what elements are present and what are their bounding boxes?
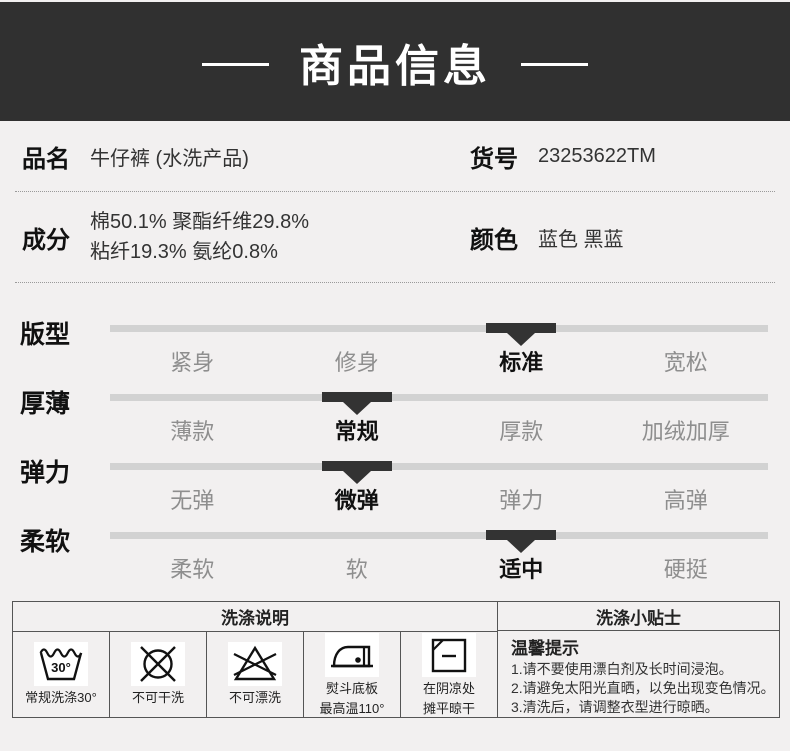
- product-info-banner: 商品信息: [0, 2, 790, 121]
- care-icon-label: 熨斗底板: [325, 681, 378, 696]
- slider-marker: [321, 461, 392, 471]
- care-icon-label: 不可干洗: [131, 689, 184, 705]
- slider-option: 硬挺: [663, 557, 708, 582]
- slider-label: 柔软: [20, 528, 71, 556]
- care-instructions-table: 洗涤说明 30° 常规洗涤30°: [12, 601, 780, 718]
- slider-option: 高弹: [663, 488, 708, 513]
- sku-value: 23253622TM: [538, 144, 656, 167]
- slider-marker: [321, 392, 392, 402]
- composition-label: 成分: [22, 226, 70, 254]
- tips-title: 温馨提示: [511, 639, 579, 658]
- tips-line: 2.请避免太阳光直晒，以免出现变色情况。: [511, 680, 775, 696]
- slider-option: 加绒加厚: [641, 419, 730, 444]
- slider-option: 无弹: [170, 488, 215, 513]
- composition-line2: 粘纤19.3% 氨纶0.8%: [90, 241, 278, 263]
- product-name-value: 牛仔裤 (水洗产品): [90, 147, 249, 170]
- product-name-label: 品名: [22, 145, 70, 173]
- spec-row-name-sku: 品名 牛仔裤 (水洗产品) 货号 23253622TM: [0, 121, 790, 191]
- divider: [15, 282, 775, 283]
- slider-label: 版型: [20, 321, 71, 349]
- washing-tips-body: 温馨提示 1.请不要使用漂白剂及长时间浸泡。 2.请避免太阳光直晒，以免出现变色…: [498, 631, 779, 717]
- slider-option: 薄款: [170, 419, 215, 444]
- no-bleach-icon: [228, 641, 282, 686]
- care-icon-label: 最高温110°: [319, 701, 385, 716]
- care-cell-no-bleach: 不可漂洗: [207, 632, 304, 717]
- slider-row-thickness: 厚薄 薄款 常规 厚款 加绒加厚: [0, 376, 790, 445]
- slider-option: 常规: [334, 419, 379, 444]
- slider-marker: [486, 323, 557, 333]
- care-cell-iron-110: 熨斗底板 最高温110°: [304, 632, 401, 717]
- banner-dash-left: [202, 63, 269, 66]
- slider-row-softness: 柔软 柔软 软 适中 硬挺: [0, 514, 790, 583]
- slider-track: [110, 461, 768, 471]
- care-cell-no-dry-clean: 不可干洗: [110, 632, 207, 717]
- care-icon-label: 常规洗涤30°: [25, 689, 97, 705]
- slider-option: 紧身: [170, 350, 215, 375]
- care-icon-label: 摊平晾干: [422, 701, 475, 716]
- slider-row-elasticity: 弹力 无弹 微弹 弹力 高弹: [0, 445, 790, 514]
- slider-option: 适中: [499, 557, 544, 582]
- slider-label: 弹力: [20, 459, 71, 487]
- attribute-sliders: 版型 紧身 修身 标准 宽松 厚薄 薄款 常规 厚款 加绒加厚 弹力 无弹 微弹: [0, 283, 790, 583]
- slider-option: 软: [345, 557, 368, 582]
- slider-track: [110, 392, 768, 402]
- washing-tips-header: 洗涤小贴士: [498, 602, 779, 631]
- wash-30-icon: 30°: [34, 641, 88, 686]
- svg-text:30°: 30°: [51, 660, 71, 675]
- page-title: 商品信息: [299, 41, 491, 91]
- dry-flat-shade-icon: [422, 633, 476, 677]
- composition-line1: 棉50.1% 聚酯纤维29.8%: [90, 211, 309, 233]
- washing-instructions-header: 洗涤说明: [13, 602, 497, 632]
- slider-option: 厚款: [499, 419, 544, 444]
- divider: [15, 191, 775, 192]
- washing-tips-section: 洗涤小贴士 温馨提示 1.请不要使用漂白剂及长时间浸泡。 2.请避免太阳光直晒，…: [498, 602, 779, 717]
- color-label: 颜色: [470, 226, 518, 254]
- slider-option: 宽松: [663, 350, 708, 375]
- spec-row-composition-color: 成分 棉50.1% 聚酯纤维29.8% 粘纤19.3% 氨纶0.8% 颜色 蓝色…: [0, 192, 790, 282]
- no-dry-clean-icon: [131, 641, 185, 686]
- slider-marker: [486, 530, 557, 540]
- slider-track: [110, 530, 768, 540]
- slider-option: 柔软: [170, 557, 215, 582]
- care-cell-wash-30: 30° 常规洗涤30°: [13, 632, 110, 717]
- banner-dash-right: [521, 63, 588, 66]
- slider-option: 修身: [334, 350, 379, 375]
- tips-line: 1.请不要使用漂白剂及长时间浸泡。: [511, 661, 733, 677]
- sku-label: 货号: [470, 145, 518, 173]
- slider-row-fit: 版型 紧身 修身 标准 宽松: [0, 307, 790, 376]
- care-icon-label: 在阴凉处: [422, 681, 475, 696]
- color-value: 蓝色 黑蓝: [538, 228, 624, 251]
- care-cell-dry-flat-shade: 在阴凉处 摊平晾干: [401, 632, 497, 717]
- slider-option: 标准: [499, 350, 544, 375]
- composition-value: 棉50.1% 聚酯纤维29.8% 粘纤19.3% 氨纶0.8%: [90, 207, 309, 267]
- slider-option: 弹力: [499, 488, 544, 513]
- slider-track: [110, 323, 768, 333]
- slider-option: 微弹: [334, 488, 379, 513]
- washing-instructions-section: 洗涤说明 30° 常规洗涤30°: [13, 602, 498, 717]
- care-icon-label: 不可漂洗: [228, 689, 281, 705]
- tips-line: 3.清洗后，请调整衣型进行晾晒。: [511, 699, 719, 715]
- slider-label: 厚薄: [20, 390, 71, 418]
- iron-max-110-icon: [325, 633, 379, 677]
